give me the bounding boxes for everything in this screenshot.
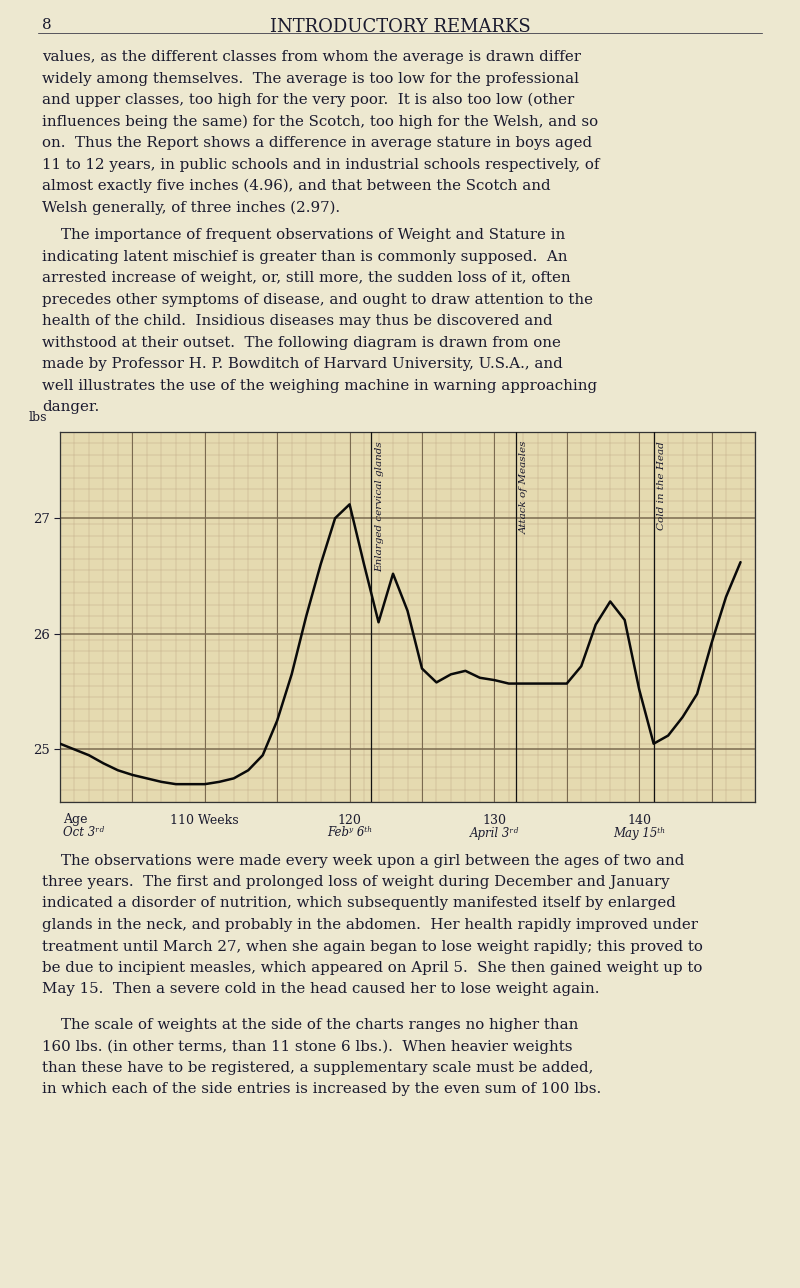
Text: arrested increase of weight, or, still more, the sudden loss of it, often: arrested increase of weight, or, still m… — [42, 270, 570, 285]
Text: glands in the neck, and probably in the abdomen.  Her health rapidly improved un: glands in the neck, and probably in the … — [42, 918, 698, 933]
Text: danger.: danger. — [42, 401, 99, 413]
Text: 160 lbs. (in other terms, than 11 stone 6 lbs.).  When heavier weights: 160 lbs. (in other terms, than 11 stone … — [42, 1039, 573, 1054]
Text: 140: 140 — [627, 814, 651, 827]
Text: well illustrates the use of the weighing machine in warning approaching: well illustrates the use of the weighing… — [42, 379, 597, 393]
Text: values, as the different classes from whom the average is drawn differ: values, as the different classes from wh… — [42, 50, 581, 64]
Text: Age: Age — [63, 814, 87, 827]
Text: May 15.  Then a severe cold in the head caused her to lose weight again.: May 15. Then a severe cold in the head c… — [42, 983, 599, 997]
Text: The scale of weights at the side of the charts ranges no higher than: The scale of weights at the side of the … — [42, 1018, 578, 1032]
Text: be due to incipient measles, which appeared on April 5.  She then gained weight : be due to incipient measles, which appea… — [42, 961, 702, 975]
Text: made by Professor H. P. Bowditch of Harvard University, U.S.A., and: made by Professor H. P. Bowditch of Harv… — [42, 357, 562, 371]
Text: and upper classes, too high for the very poor.  It is also too low (other: and upper classes, too high for the very… — [42, 93, 574, 107]
Text: precedes other symptoms of disease, and ought to draw attention to the: precedes other symptoms of disease, and … — [42, 292, 593, 307]
Text: Cold in the Head: Cold in the Head — [658, 440, 666, 529]
Text: April 3ʳᵈ: April 3ʳᵈ — [470, 827, 519, 840]
Text: widely among themselves.  The average is too low for the professional: widely among themselves. The average is … — [42, 72, 579, 85]
Text: influences being the same) for the Scotch, too high for the Welsh, and so: influences being the same) for the Scotc… — [42, 115, 598, 129]
Text: almost exactly five inches (4.96), and that between the Scotch and: almost exactly five inches (4.96), and t… — [42, 179, 550, 193]
Text: 11 to 12 years, in public schools and in industrial schools respectively, of: 11 to 12 years, in public schools and in… — [42, 157, 599, 171]
Text: three years.  The first and prolonged loss of weight during December and January: three years. The first and prolonged los… — [42, 875, 670, 889]
Text: The observations were made every week upon a girl between the ages of two and: The observations were made every week up… — [42, 854, 684, 868]
Text: withstood at their outset.  The following diagram is drawn from one: withstood at their outset. The following… — [42, 335, 561, 349]
Text: Attack of Measles: Attack of Measles — [520, 440, 529, 535]
Text: on.  Thus the Report shows a difference in average stature in boys aged: on. Thus the Report shows a difference i… — [42, 137, 592, 149]
Text: lbs: lbs — [29, 411, 47, 424]
Text: health of the child.  Insidious diseases may thus be discovered and: health of the child. Insidious diseases … — [42, 314, 553, 328]
Text: The importance of frequent observations of Weight and Stature in: The importance of frequent observations … — [42, 228, 566, 242]
Text: 130: 130 — [482, 814, 506, 827]
Text: Oct 3ʳᵈ: Oct 3ʳᵈ — [63, 827, 104, 840]
Text: treatment until March 27, when she again began to lose weight rapidly; this prov: treatment until March 27, when she again… — [42, 939, 703, 953]
Text: indicating latent mischief is greater than is commonly supposed.  An: indicating latent mischief is greater th… — [42, 250, 567, 264]
Text: 110 Weeks: 110 Weeks — [170, 814, 239, 827]
Text: indicated a disorder of nutrition, which subsequently manifested itself by enlar: indicated a disorder of nutrition, which… — [42, 896, 676, 911]
Text: 8: 8 — [42, 18, 52, 32]
Text: INTRODUCTORY REMARKS: INTRODUCTORY REMARKS — [270, 18, 530, 36]
Text: than these have to be registered, a supplementary scale must be added,: than these have to be registered, a supp… — [42, 1061, 594, 1075]
Text: Welsh generally, of three inches (2.97).: Welsh generally, of three inches (2.97). — [42, 201, 340, 215]
Text: Febʸ 6ᵗʰ: Febʸ 6ᵗʰ — [327, 827, 372, 840]
Text: in which each of the side entries is increased by the even sum of 100 lbs.: in which each of the side entries is inc… — [42, 1082, 602, 1096]
Text: Enlarged cervical glands: Enlarged cervical glands — [375, 440, 384, 572]
Text: May 15ᵗʰ: May 15ᵗʰ — [613, 827, 666, 840]
Text: 120: 120 — [338, 814, 362, 827]
